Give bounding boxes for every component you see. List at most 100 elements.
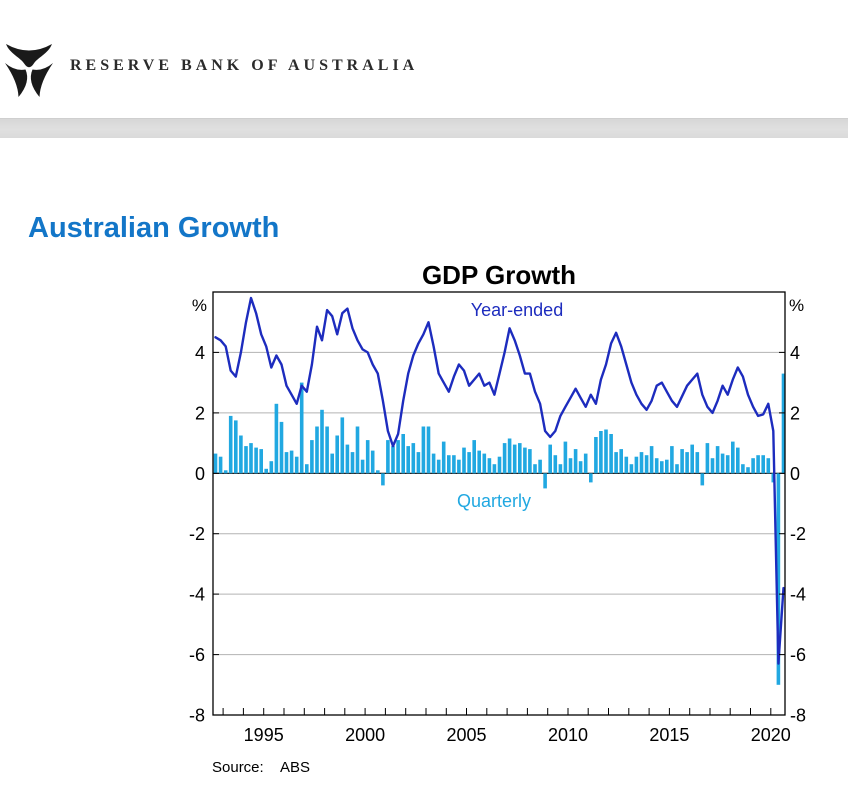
quarterly-bar [497, 456, 502, 474]
quarterly-bar [320, 409, 324, 474]
quarterly-bar [715, 446, 720, 474]
gdp-growth-chart-svg: 4 4 2 2 0 0 -2 -2 -4 -4 -6 -6 -8 -8 1995 2000 2005 2010 20… [189, 260, 806, 776]
quarterly-bar [629, 464, 634, 474]
quarterly-bar [533, 464, 537, 474]
x-axis-label: 2000 [345, 725, 385, 745]
quarterly-bar [670, 446, 674, 474]
quarterly-bar [482, 453, 487, 474]
quarterly-bar [259, 449, 263, 474]
rba-logo[interactable] [5, 44, 53, 98]
gdp-growth-chart: 4 4 2 2 0 0 -2 -2 -4 -4 -6 -6 -8 -8 1995 2000 2005 2010 20… [0, 244, 848, 804]
quarterly-bar [741, 464, 745, 474]
quarterly-bar [244, 446, 248, 474]
x-axis-label: 2005 [446, 725, 486, 745]
quarterly-bar [426, 426, 431, 474]
quarterly-bar [761, 455, 765, 474]
y-axis-label-right: -6 [790, 645, 806, 665]
quarterly-bar [710, 458, 715, 474]
quarterly-bar [325, 426, 329, 474]
y-axis-label-left: -8 [189, 706, 205, 726]
quarterly-bar [274, 403, 279, 474]
quarterly-bar [264, 468, 268, 474]
quarterly-bar [751, 458, 755, 474]
quarterly-bar [370, 450, 375, 474]
quarterly-bar [654, 458, 659, 474]
quarterly-bar [401, 434, 405, 474]
quarterly-bar [624, 456, 629, 474]
quarterly-bar [746, 467, 750, 474]
quarterly-bar [315, 426, 319, 474]
quarterly-bar [431, 453, 436, 474]
quarterly-bar [553, 455, 558, 474]
quarterly-bar [360, 459, 365, 474]
quarterly-bar [599, 431, 603, 474]
y-axis-label-left: 4 [195, 343, 205, 363]
quarterly-bar [234, 420, 238, 474]
quarterly-bar [568, 458, 573, 474]
quarterly-bar [467, 452, 471, 474]
quarterly-bar [518, 443, 522, 474]
y-axis-label-right: -2 [790, 524, 806, 544]
quarterly-bar [543, 473, 547, 489]
plot-border [212, 291, 786, 716]
quarterly-bar [594, 437, 598, 474]
quarterly-bar [330, 453, 334, 474]
quarterly-bar [725, 455, 730, 474]
quarterly-bar [563, 441, 568, 474]
quarterly-bar [421, 426, 426, 474]
quarterly-bar [228, 415, 233, 474]
quarterly-bar [477, 450, 481, 474]
y-axis-unit-right: % [789, 296, 804, 315]
quarterly-bar [781, 373, 786, 474]
quarterly-bar [249, 443, 253, 474]
quarterly-bar [436, 459, 441, 474]
quarterly-bar [345, 444, 350, 474]
quarterly-bar [685, 452, 689, 474]
x-axis-label: 2015 [649, 725, 689, 745]
quarterly-bar [223, 470, 228, 474]
page-title: Australian Growth [28, 212, 280, 245]
quarterly-bar [639, 452, 644, 474]
quarterly-bar [406, 446, 410, 474]
quarterly-bar [731, 441, 735, 474]
quarterly-bar [213, 453, 218, 474]
quarterly-bar [462, 447, 466, 474]
quarterly-bar [609, 434, 613, 474]
quarterly-bar [239, 435, 243, 474]
series-label-quarterly: Quarterly [457, 491, 531, 511]
header-divider-bar [0, 118, 848, 138]
quarterly-bar [218, 456, 223, 474]
quarterly-bar [365, 440, 370, 474]
quarterly-bar [736, 447, 740, 474]
quarterly-bar [335, 435, 339, 474]
quarterly-bar [675, 464, 679, 474]
quarterly-bar [507, 438, 512, 474]
quarterly-bar [391, 446, 395, 474]
quarterly-bar [441, 441, 446, 474]
quarterly-bar [583, 453, 588, 474]
y-axis-label-right: -4 [790, 585, 806, 605]
quarterly-bar [614, 452, 618, 474]
quarterly-bar [523, 447, 527, 474]
quarterly-bar [660, 461, 664, 474]
site-header: RESERVE BANK OF AUSTRALIA [0, 0, 848, 118]
quarterly-bar [294, 456, 299, 474]
quarterly-bar [299, 382, 304, 474]
quarterly-bar [634, 456, 639, 474]
y-axis-label-right: 0 [790, 464, 800, 484]
brand-wordmark[interactable]: RESERVE BANK OF AUSTRALIA [70, 57, 419, 74]
chart-geometry: 4 4 2 2 0 0 -2 -2 -4 -4 -6 -6 -8 -8 1995 2000 2005 2010 20… [189, 291, 806, 745]
quarterly-bar [720, 453, 725, 474]
quarterly-bar [502, 443, 507, 474]
year-ended-line [214, 296, 785, 665]
quarterly-bar [284, 452, 289, 474]
quarterly-bar [416, 452, 421, 474]
quarterly-bar [558, 464, 563, 474]
quarterly-bar [604, 429, 608, 474]
quarterly-bar [644, 455, 649, 474]
y-axis-label-left: -6 [189, 645, 205, 665]
quarterly-bar [619, 449, 623, 474]
x-axis-label: 1995 [244, 725, 284, 745]
chart-title: GDP Growth [422, 260, 576, 290]
